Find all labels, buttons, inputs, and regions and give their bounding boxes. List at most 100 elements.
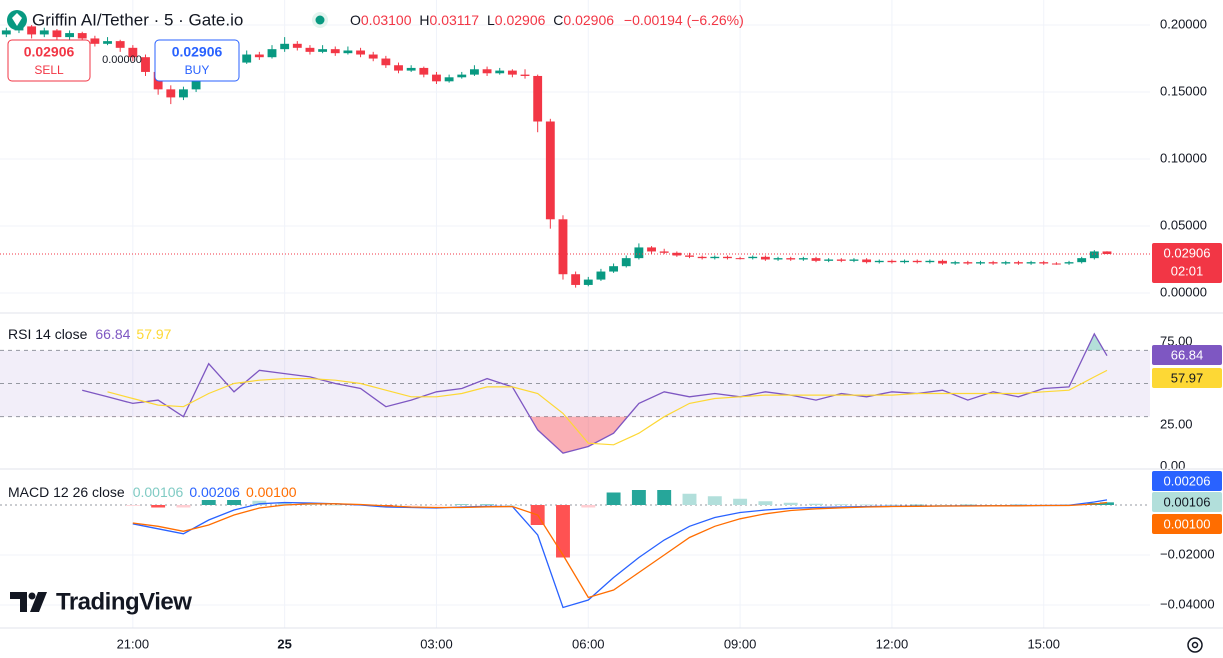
candle-body xyxy=(976,262,985,264)
candle-body xyxy=(1,30,11,35)
value-tag-label: 0.00100 xyxy=(1164,516,1211,531)
y-tick-label: 75.00 xyxy=(1160,334,1193,349)
candle-body xyxy=(254,54,264,58)
candle-body xyxy=(950,262,960,264)
buy-button[interactable] xyxy=(154,39,240,82)
ohlc-value: 0.02906 xyxy=(495,12,546,28)
histogram-bar xyxy=(783,502,798,505)
candle-body xyxy=(1026,262,1036,264)
y-tick-label: −0.02000 xyxy=(1160,546,1215,561)
histogram-bar xyxy=(505,505,520,506)
histogram-bar xyxy=(429,505,444,506)
y-tick-label: 0.15000 xyxy=(1160,83,1207,98)
settings-icon[interactable] xyxy=(1187,637,1203,653)
histogram-bar xyxy=(758,501,773,505)
histogram-bar xyxy=(682,493,697,505)
candle-body xyxy=(90,38,100,44)
candle-body xyxy=(621,258,631,267)
y-tick-label: 0.05000 xyxy=(1160,217,1207,232)
y-tick-label: 0.00 xyxy=(1160,458,1185,473)
candle-body xyxy=(65,33,75,38)
histogram-bar xyxy=(556,505,570,558)
rsi-line xyxy=(82,332,1108,454)
candle-body xyxy=(179,89,188,98)
ohlc-key: O xyxy=(350,12,361,28)
histogram-bar xyxy=(581,505,596,508)
legend-value: 0.00100 xyxy=(246,484,297,500)
value-tag-label: 0.00106 xyxy=(1164,494,1211,509)
rsi-band xyxy=(0,350,1150,417)
candle-body xyxy=(798,258,808,260)
chart-title: Griffin AI/Tether · 5 · Gate.io xyxy=(32,10,243,29)
sell-price: 0.02906 xyxy=(24,44,75,60)
last-price-tag xyxy=(1152,243,1222,284)
candle-body xyxy=(583,279,593,285)
candle-body xyxy=(39,30,49,35)
candle-body xyxy=(900,260,909,263)
candle-body xyxy=(1051,263,1061,265)
histogram-bar xyxy=(176,505,191,508)
candle-body xyxy=(760,256,770,260)
candle-body xyxy=(1039,262,1049,264)
macd-legend: MACD 12 26 close 0.00106 0.00206 0.00100 xyxy=(8,484,297,500)
candle-body xyxy=(672,252,682,256)
legend-value: 66.84 xyxy=(95,326,130,342)
settings-icon-center xyxy=(1191,641,1199,649)
legend-value: 0.00206 xyxy=(189,484,240,500)
candle-body xyxy=(128,47,138,58)
candle-body xyxy=(1102,251,1112,255)
ohlc-key: C xyxy=(553,12,563,28)
watermark: TradingView xyxy=(56,588,192,615)
candle-body xyxy=(647,247,656,252)
candle-body xyxy=(1089,251,1099,259)
candle-body xyxy=(1001,262,1011,264)
x-tick-label: 06:00 xyxy=(572,636,605,651)
change: −0.00194 (−6.26%) xyxy=(624,12,744,28)
indicator-title: MACD 12 26 close xyxy=(8,484,125,500)
candle-body xyxy=(457,74,467,78)
value-tag xyxy=(1152,345,1222,365)
watermark-logo xyxy=(10,592,47,612)
histogram-bar xyxy=(328,505,343,506)
y-tick-label: 0.20000 xyxy=(1160,16,1207,31)
ohlc-key: L xyxy=(487,12,495,28)
histogram-bar xyxy=(404,505,419,506)
sell-button[interactable] xyxy=(7,39,91,82)
y-tick-label: 0.00000 xyxy=(1160,284,1207,299)
candle-body xyxy=(267,49,277,58)
histogram-bar xyxy=(227,500,242,505)
value-tag-label: 66.84 xyxy=(1171,347,1204,362)
candle-body xyxy=(925,260,935,263)
histogram-bar xyxy=(201,500,216,505)
ohlc-value: 0.03117 xyxy=(430,12,480,28)
candle-body xyxy=(280,43,290,50)
x-tick-label: 21:00 xyxy=(117,636,150,651)
candle-body xyxy=(381,58,391,66)
rsi-pane xyxy=(0,332,1150,454)
sell-label: SELL xyxy=(34,63,64,77)
value-tag-label: 0.00206 xyxy=(1164,473,1211,488)
candle-body xyxy=(507,70,517,75)
candle-body xyxy=(912,260,922,263)
histogram-bar xyxy=(707,496,722,505)
candle-body xyxy=(697,256,707,259)
x-tick-label: 03:00 xyxy=(420,636,453,651)
candle-body xyxy=(242,54,252,63)
rsi-legend: RSI 14 close 66.84 57.97 xyxy=(8,326,172,342)
candle-body xyxy=(520,74,530,76)
candle-body xyxy=(77,33,87,39)
candle-body xyxy=(432,74,441,82)
macd-pane xyxy=(0,490,1150,609)
candle-body xyxy=(1077,258,1087,263)
histogram-bar xyxy=(631,490,646,505)
y-tick-label: −0.04000 xyxy=(1160,596,1215,611)
watermark-logo-part xyxy=(28,592,36,600)
histogram-bar xyxy=(809,503,823,505)
candle-body xyxy=(685,255,694,257)
candle-body xyxy=(368,54,378,59)
histogram-bar xyxy=(859,504,874,505)
